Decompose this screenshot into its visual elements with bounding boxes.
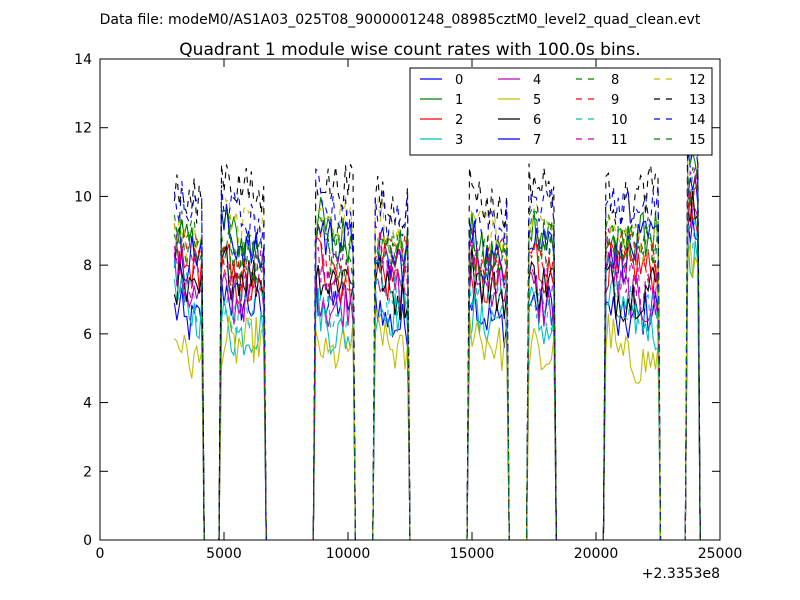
legend-label-0: 0	[455, 73, 463, 88]
x-tick-label: 5000	[206, 546, 242, 562]
legend-label-9: 9	[611, 93, 619, 108]
legend-label-8: 8	[611, 73, 619, 88]
plot-area	[173, 95, 701, 540]
y-tick-label: 4	[83, 396, 92, 412]
x-tick-label: 15000	[450, 546, 495, 562]
x-tick-label: 10000	[326, 546, 371, 562]
x-offset-label: +2.3353e8	[642, 566, 720, 582]
legend-label-2: 2	[455, 113, 463, 128]
legend-label-3: 3	[455, 133, 463, 148]
x-tick-label: 25000	[698, 546, 743, 562]
y-tick-label: 6	[83, 327, 92, 343]
legend-label-13: 13	[689, 93, 706, 108]
series-line-14	[173, 140, 701, 540]
legend-label-10: 10	[611, 113, 628, 128]
legend-label-11: 11	[611, 133, 628, 148]
series-line-8	[173, 167, 701, 540]
legend-label-5: 5	[533, 93, 541, 108]
axes-frame	[99, 58, 721, 541]
series-line-10	[173, 214, 701, 540]
y-tick-label: 8	[83, 258, 92, 274]
y-tick-label: 0	[83, 533, 92, 549]
legend-label-12: 12	[689, 73, 706, 88]
legend-label-4: 4	[533, 73, 541, 88]
chart-title: Quadrant 1 module wise count rates with …	[179, 40, 640, 60]
y-tick-label: 10	[74, 189, 92, 205]
x-tick-label: 0	[96, 546, 105, 562]
series-line-15	[173, 174, 701, 540]
legend-label-14: 14	[689, 113, 706, 128]
suptitle: Data file: modeM0/AS1A03_025T08_90000012…	[100, 12, 701, 28]
series-line-5	[173, 242, 701, 540]
legend-label-7: 7	[533, 133, 541, 148]
series-line-11	[173, 167, 701, 540]
y-tick-label: 2	[83, 464, 92, 480]
series-line-6	[173, 191, 701, 540]
legend-label-1: 1	[455, 93, 463, 108]
y-tick-label: 12	[74, 121, 92, 137]
x-tick-label: 20000	[574, 546, 619, 562]
legend-label-6: 6	[533, 113, 541, 128]
y-tick-label: 14	[74, 52, 92, 68]
series-line-13	[173, 95, 701, 540]
legend-box	[409, 67, 713, 156]
legend-label-15: 15	[689, 133, 706, 148]
